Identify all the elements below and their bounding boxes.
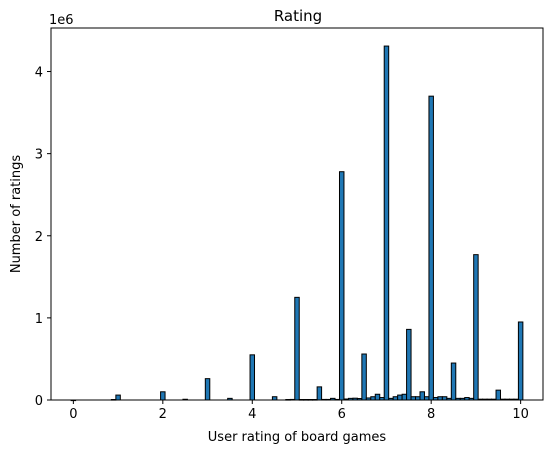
histogram-bar — [473, 254, 479, 401]
histogram-bar — [419, 391, 425, 401]
x-tick-label: 8 — [427, 407, 435, 422]
x-tick-label: 4 — [248, 407, 256, 422]
histogram-bar — [294, 296, 300, 401]
x-ticks: 0 2 4 6 8 10 — [69, 400, 529, 422]
x-tick-label: 0 — [69, 407, 77, 422]
histogram-bar — [406, 328, 412, 401]
histogram-bar — [401, 393, 408, 401]
bars-group — [70, 45, 524, 402]
y-tick-label: 4 — [35, 66, 43, 81]
chart-title: Rating — [274, 7, 322, 25]
x-axis-label: User rating of board games — [208, 430, 387, 445]
histogram-bar — [115, 394, 121, 401]
y-offset-label: 1e6 — [49, 13, 74, 28]
histogram-bar — [428, 95, 434, 401]
y-tick-label: 0 — [35, 394, 43, 409]
histogram-bar — [204, 378, 211, 401]
histogram-bar — [383, 45, 390, 401]
histogram-bar — [397, 394, 403, 401]
histogram-bar — [249, 354, 256, 401]
y-tick-label: 3 — [35, 148, 43, 163]
histogram-bar — [517, 321, 524, 401]
y-tick-label: 2 — [35, 230, 43, 245]
histogram-bar — [374, 393, 381, 401]
y-tick-label: 1 — [35, 312, 43, 327]
x-tick-label: 10 — [512, 407, 529, 422]
histogram-bar — [316, 386, 323, 401]
histogram-bar — [361, 353, 367, 401]
histogram-bar — [338, 171, 345, 401]
x-tick-label: 6 — [338, 407, 346, 422]
y-axis-label: Number of ratings — [9, 155, 24, 274]
x-tick-label: 2 — [159, 407, 167, 422]
plot-frame — [50, 27, 544, 401]
y-ticks: 0 1 2 3 4 — [35, 66, 51, 409]
histogram-bar — [450, 362, 457, 401]
histogram-bar — [160, 391, 166, 401]
histogram-bar — [495, 389, 502, 401]
